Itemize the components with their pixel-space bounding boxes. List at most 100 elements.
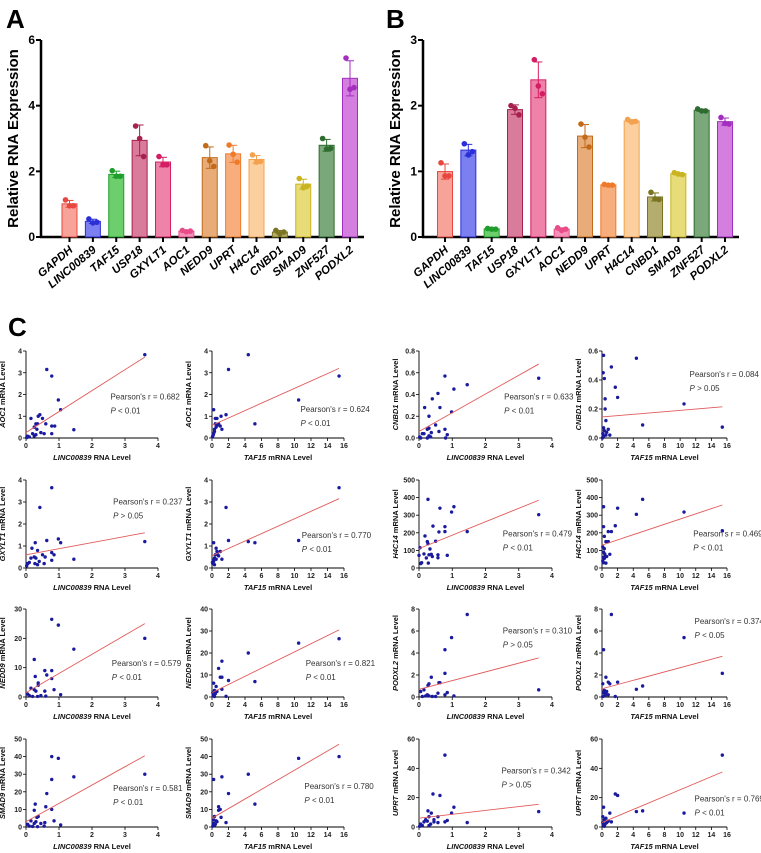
data-point [601, 682, 605, 686]
p-label: P [302, 545, 308, 554]
p-label: P [695, 808, 701, 817]
y-tick-label: 500 [586, 478, 598, 485]
data-point [429, 430, 434, 435]
x-tick-label: 4 [550, 702, 554, 709]
replicate-point [206, 158, 213, 164]
x-tick-label: 8 [276, 573, 280, 580]
x-tick-label: 8 [276, 832, 280, 839]
x-tick-label: 8 [663, 702, 667, 709]
replicate-point [648, 189, 654, 196]
x-axis-title: TAF15 mRNA Level [244, 712, 312, 721]
replicate-point [562, 226, 569, 232]
data-point [53, 424, 57, 428]
bar-taf15 [108, 173, 125, 238]
data-point [24, 435, 29, 440]
data-point [216, 423, 220, 427]
x-tick-label: 2 [616, 702, 620, 709]
p-value-text: < 0.01 [118, 798, 143, 807]
y-axis-gene: GXYLT1 [0, 533, 7, 562]
replicate-point [516, 112, 522, 118]
x-axis-gene: TAF15 [244, 583, 267, 592]
x-tick-label: 4 [243, 443, 247, 450]
scatter-plot-uprt-vs-linc00839: 0 20 40 60 0 1 2 3 4 UPRT mRNA Level LINC00839 RNA… [391, 737, 571, 852]
data-point [58, 692, 63, 697]
y-axis-title: AOC1 mRNA Level [184, 361, 193, 429]
data-point [143, 539, 147, 544]
replicate-point [70, 203, 77, 209]
data-point [443, 374, 447, 378]
data-point [36, 414, 40, 418]
data-point [430, 397, 434, 401]
x-tick-label: 4 [631, 702, 635, 709]
x-axis-suffix: RNA Level [485, 842, 524, 851]
y-tick-label: 10 [14, 807, 22, 814]
y-tick-label: 300 [403, 513, 415, 520]
x-tick-label: 0 [600, 702, 604, 709]
bar-gxylt1 [530, 79, 547, 238]
y-tick-label: 60 [590, 737, 598, 744]
replicate-point [160, 161, 166, 168]
data-point [212, 427, 217, 431]
data-point [226, 367, 231, 372]
x-axis-suffix: mRNA Level [266, 583, 312, 592]
x-tick-label: 1 [57, 702, 61, 709]
pearson-r: Pearson's r = 0.682 [110, 393, 180, 402]
data-point [443, 753, 447, 757]
data-point [465, 529, 469, 534]
y-tick-label: 100 [403, 548, 415, 555]
data-point [50, 558, 54, 562]
data-point [613, 385, 617, 389]
data-point [40, 553, 45, 557]
x-tick-label: 0 [417, 443, 421, 450]
pearson-r: Pearson's r = 0.479 [503, 529, 573, 538]
data-point [215, 549, 219, 554]
pearson-r: Pearson's r = 0.374 [695, 617, 761, 626]
data-point [430, 554, 434, 559]
scatter-plot-gxylt1-vs-linc00839: 0 1 2 3 4 0 1 2 3 4 GXYLT1 mRNA Level LINC00839 RNA… [0, 478, 183, 593]
y-tick-label: 4 [28, 99, 35, 113]
x-axis-gene: TAF15 [244, 453, 267, 462]
data-point [50, 777, 54, 782]
data-point [438, 405, 442, 410]
x-tick-label: 16 [723, 573, 731, 580]
y-tick-label: 10 [200, 807, 208, 814]
regression-line [601, 504, 723, 546]
data-point [445, 553, 449, 558]
y-tick-label: 2 [18, 522, 22, 529]
y-axis-gene: CNBD1 [574, 405, 583, 431]
x-tick-label: 10 [676, 443, 684, 450]
x-tick-label: 1 [57, 443, 61, 450]
y-axis-gene: SMAD9 [0, 792, 7, 819]
data-point [337, 486, 341, 490]
p-value-text: < 0.01 [699, 543, 724, 552]
y-tick-label: 30 [200, 772, 208, 779]
y-tick-label: 1 [410, 164, 417, 178]
data-point [212, 563, 217, 567]
data-point [608, 552, 612, 556]
y-axis-gene: UPRT [391, 794, 400, 816]
data-point [601, 371, 605, 375]
data-point [45, 367, 49, 372]
y-tick-label: 6 [411, 629, 415, 636]
x-tick-label: 12 [692, 573, 700, 580]
x-tick-label: 4 [156, 702, 160, 709]
x-axis-suffix: mRNA Level [653, 842, 699, 851]
replicate-point [117, 173, 124, 180]
regression-line [601, 406, 723, 418]
regression-line [418, 499, 539, 550]
x-axis-title: LINC00839 RNA Level [447, 453, 525, 462]
p-value: P < 0.01 [504, 407, 535, 416]
data-point [246, 651, 250, 655]
pearson-r: Pearson's r = 0.342 [501, 766, 571, 775]
y-tick-label: 0 [18, 825, 22, 832]
regression-line [25, 755, 146, 823]
data-point [438, 793, 442, 798]
p-value-text: < 0.01 [509, 407, 534, 416]
y-tick-label: 0 [411, 695, 415, 702]
replicate-point [539, 91, 546, 97]
data-point [424, 556, 429, 560]
data-point [214, 684, 218, 689]
data-point [602, 534, 607, 539]
data-point [50, 754, 54, 759]
replicate-point [446, 173, 452, 179]
